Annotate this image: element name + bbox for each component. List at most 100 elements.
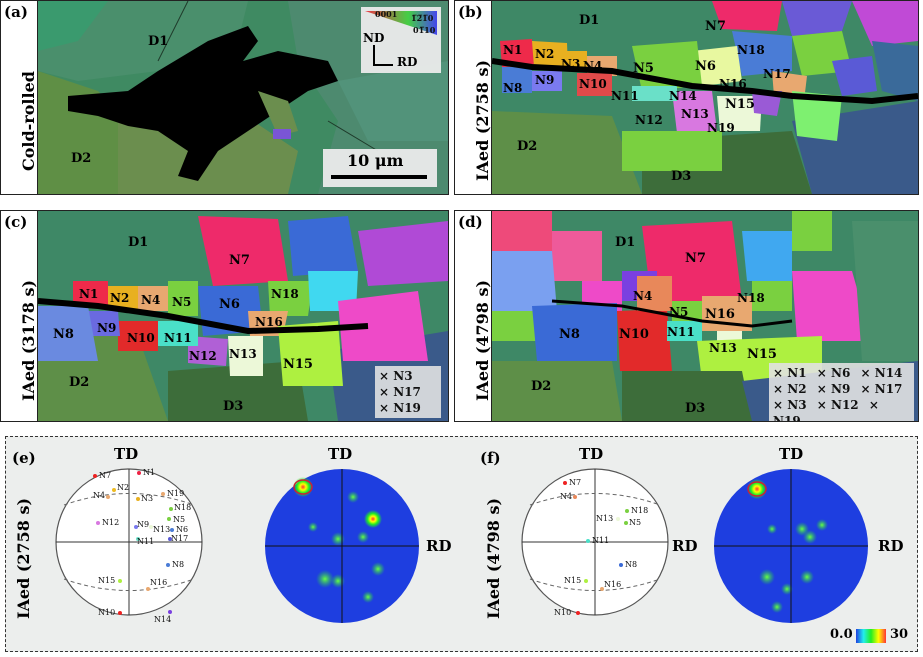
grain-label: N10 [127, 331, 155, 345]
missing-grain: × N2 [773, 382, 807, 396]
grain-label: D1 [579, 13, 600, 28]
missing-grain: × N19 [379, 401, 421, 415]
pole-label: N16 [150, 578, 168, 587]
missing-grain: × N1 [773, 366, 807, 380]
ipf-0001-label: 0001 [375, 9, 398, 19]
pole-point [146, 587, 150, 591]
pole-label: N11 [592, 536, 610, 545]
pole-point [136, 497, 140, 501]
pole-label: N5 [629, 518, 642, 527]
panel-c: (c) IAed (3178 s) [0, 210, 449, 422]
pole-point [137, 471, 141, 475]
rd-label: RD [426, 537, 452, 555]
rd-label: RD [878, 537, 904, 555]
pole-label: N17 [171, 534, 189, 543]
scale-min-label: 0.0 [830, 627, 853, 642]
pole-label: N19 [167, 489, 185, 498]
missing-grain: × N3 [379, 369, 413, 383]
pole-label: N14 [154, 615, 172, 624]
pole-point [619, 563, 623, 567]
ipf-1210-label: 1̅2̅1̅0 [411, 13, 434, 23]
pole-point [136, 537, 140, 541]
grain-label: N2 [110, 291, 130, 305]
grain-label: N11 [164, 331, 192, 345]
missing-grains-box: × N3 × N17 × N19 [375, 366, 441, 418]
grain-label: N15 [283, 357, 313, 372]
pole-point [149, 525, 153, 529]
grain-label: D1 [128, 235, 149, 250]
missing-grain: × N3 [773, 398, 807, 412]
pole-label: N15 [98, 576, 116, 585]
panel-c-letter: (c) [4, 213, 28, 231]
scale-max-label: 30 [890, 627, 909, 642]
td-label: TD [328, 445, 353, 463]
grain-label: D2 [531, 379, 552, 394]
grain-label: N8 [53, 327, 74, 342]
grain-label: N7 [705, 19, 726, 34]
grain-label: N13 [681, 107, 709, 121]
pole-label: N2 [117, 483, 130, 492]
grain-label: D2 [517, 139, 538, 154]
missing-grain: × N14 [860, 366, 903, 380]
panel-e-title: IAed (2758 s) [14, 497, 33, 619]
pole-point [576, 611, 580, 615]
pole-point [134, 525, 138, 529]
pole-label: N18 [174, 503, 192, 512]
pole-point [170, 528, 174, 532]
grain-label: N7 [685, 251, 706, 266]
pole-point [161, 492, 165, 496]
grain-label: N4 [141, 293, 161, 307]
pole-point [573, 495, 577, 499]
td-label: TD [114, 445, 139, 463]
grain-label: N8 [503, 81, 523, 95]
pole-point [93, 474, 97, 478]
grain-label: N13 [229, 347, 257, 361]
pole-label: N18 [631, 506, 649, 515]
pole-figure-f-density [714, 469, 868, 623]
pole-point [586, 539, 590, 543]
panel-b-title: IAed (2758 s) [473, 59, 492, 181]
pole-label: N16 [604, 580, 622, 589]
ebsd-map-c [37, 211, 448, 421]
pole-label: N1 [143, 468, 156, 477]
grain-label: N6 [695, 59, 716, 74]
pole-figure-e-density [265, 469, 419, 623]
pole-figure-f-discrete [521, 468, 669, 616]
pole-label: N15 [564, 576, 582, 585]
grain-label: N13 [709, 341, 737, 355]
pole-label: N10 [98, 608, 116, 617]
pole-point [112, 488, 116, 492]
panel-d: (d) IAed (4798 s) [454, 210, 919, 422]
grain-label: N16 [719, 77, 747, 91]
grain-label: N5 [172, 295, 192, 309]
key-arrow-icon [373, 64, 393, 66]
pole-point [118, 579, 122, 583]
grain-label: N9 [97, 321, 117, 335]
grain-label: N18 [271, 287, 299, 301]
missing-grain: × N17 [379, 385, 421, 399]
grain-label: N15 [747, 347, 777, 362]
panel-c-title: IAed (3178 s) [19, 279, 38, 401]
panel-d-letter: (d) [458, 213, 483, 231]
pole-point [624, 521, 628, 525]
pole-point [166, 563, 170, 567]
nd-axis-label: ND [363, 31, 385, 45]
pole-point [96, 521, 100, 525]
pole-label: N8 [172, 560, 185, 569]
grain-label: D3 [685, 401, 706, 416]
pole-label: N6 [176, 525, 189, 534]
pole-point [616, 517, 620, 521]
missing-grains-box: × N1 × N6 × N14 × N2 × N9 × N17 × N3 × N… [769, 363, 914, 421]
panel-b: (b) IAed (2758 s) [454, 0, 919, 195]
pole-point [118, 611, 122, 615]
grain-label: N18 [737, 43, 765, 57]
grain-label: N12 [189, 349, 217, 363]
missing-grain: × N12 [816, 398, 859, 412]
grain-label: N10 [619, 327, 649, 342]
pole-label: N3 [141, 494, 154, 503]
grain-label: N6 [219, 297, 240, 312]
rd-label: RD [672, 537, 698, 555]
scalebar-label: 10 μm [347, 151, 404, 170]
pole-label: N4 [93, 491, 106, 500]
grain-label: D1 [148, 34, 169, 49]
